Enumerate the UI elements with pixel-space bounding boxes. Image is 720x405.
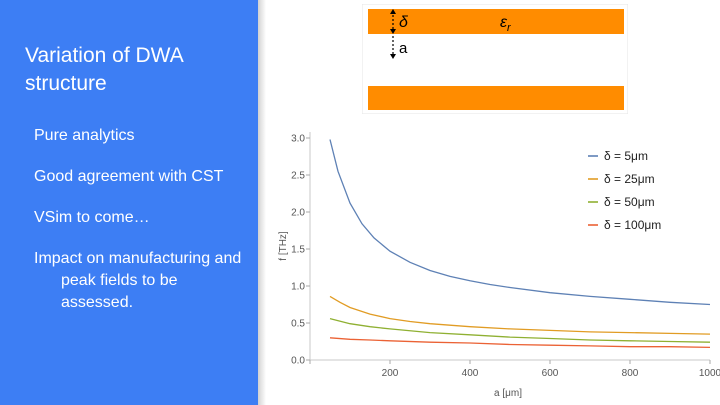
delta-arrow-up-icon (390, 9, 396, 14)
waveguide-structure-diagram: δ εr a (362, 4, 628, 114)
x-tick-group: 200 400 600 800 1000 (309, 360, 720, 379)
x-tick-label: 600 (542, 368, 559, 379)
gap-label: a (399, 40, 408, 57)
y-tick-label: 0.5 (291, 319, 305, 330)
x-tick-label: 800 (622, 368, 639, 379)
series-line (329, 295, 711, 335)
series-group (329, 139, 711, 349)
y-tick-label: 2.0 (291, 208, 305, 219)
x-tick-label: 1000 (699, 368, 720, 379)
sidebar-shadow (258, 0, 266, 405)
legend-entry-label: δ = 25μm (604, 172, 655, 186)
legend-entry-label: δ = 100μm (604, 218, 661, 232)
bullet-item: Good agreement with CST (34, 168, 224, 185)
series-line (329, 139, 711, 306)
series-line (329, 317, 711, 343)
y-tick-label: 1.5 (291, 245, 305, 256)
x-tick-label: 200 (382, 368, 399, 379)
legend-entry-label: δ = 50μm (604, 195, 655, 209)
bullet-item: VSim to come… (34, 209, 150, 226)
x-tick-label: 400 (462, 368, 479, 379)
slide-title: Variation of DWA structure (25, 44, 183, 95)
x-axis-label: a [μm] (494, 388, 522, 399)
y-axis-label: f [THz] (278, 231, 289, 261)
y-tick-label: 2.5 (291, 171, 305, 182)
delta-label: δ (399, 14, 409, 31)
gap-arrow-down-icon (390, 54, 396, 59)
bullet-item: Pure analytics (34, 127, 135, 144)
y-tick-label: 1.0 (291, 282, 305, 293)
sidebar-panel (0, 0, 258, 405)
bottom-dielectric-layer (368, 86, 624, 110)
y-tick-label: 3.0 (291, 134, 305, 145)
delta-arrow-down-icon (390, 29, 396, 34)
bullet-item: Impact on manufacturing and peak fields … (34, 250, 242, 311)
chart-legend: δ = 5μm δ = 25μm δ = 50μm δ = 100μm (588, 149, 661, 232)
bullet-list: Pure analytics Good agreement with CST V… (34, 125, 249, 333)
legend-entry-label: δ = 5μm (604, 149, 648, 163)
chart-background (270, 122, 720, 405)
frequency-chart: 200 400 600 800 1000 0.0 0.5 1.0 1.5 2.0 2.5 3.0 δ… (270, 122, 720, 405)
y-tick-group: 0.0 0.5 1.0 1.5 2.0 2.5 3.0 (291, 134, 310, 367)
y-tick-label: 0.0 (291, 356, 305, 367)
top-dielectric-layer (368, 9, 624, 34)
epsilon-label: εr (500, 14, 512, 34)
series-line (329, 337, 711, 349)
